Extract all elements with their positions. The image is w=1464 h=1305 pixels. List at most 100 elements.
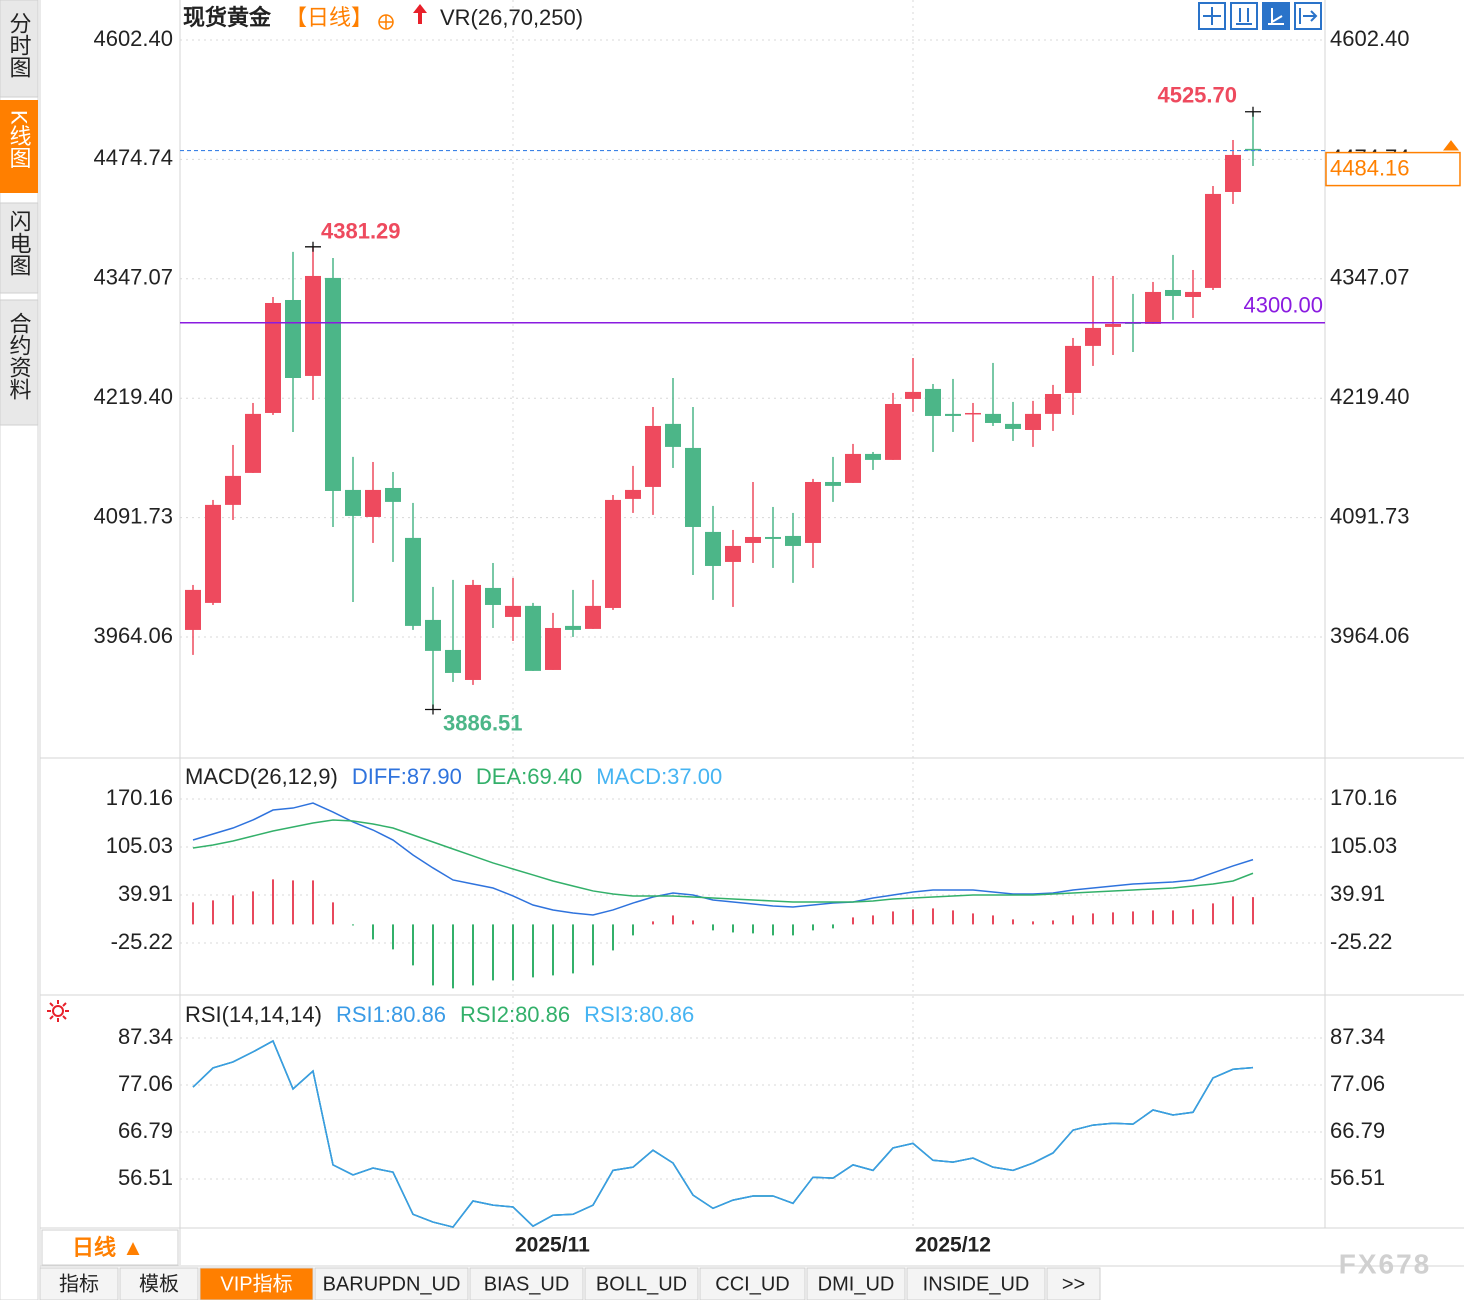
- macd-bar: [272, 879, 274, 925]
- toolbar-icons: [47, 2, 1460, 1022]
- last-price-label: 4484.16: [1330, 155, 1410, 180]
- tab-label[interactable]: 合约资料: [7, 312, 32, 400]
- candle-body: [285, 299, 301, 378]
- tab[interactable]: [0, 299, 39, 426]
- period-button[interactable]: [41, 1229, 179, 1266]
- panel-legend: RSI(14,14,14): [185, 1002, 322, 1027]
- footer-tab-label[interactable]: VIP指标: [220, 1272, 292, 1295]
- tool-icon[interactable]: [1230, 2, 1258, 30]
- macd-bar: [992, 915, 994, 925]
- candle-body: [825, 481, 841, 486]
- macd-bar: [472, 924, 474, 986]
- footer-tab-label[interactable]: BARUPDN_UD: [323, 1273, 461, 1295]
- candle-body: [945, 413, 961, 416]
- macd-bar: [932, 908, 934, 925]
- footer-tab[interactable]: [199, 1267, 314, 1301]
- macd-bar: [312, 880, 314, 925]
- footer-tab[interactable]: [906, 1267, 1046, 1301]
- candle-body: [665, 423, 681, 447]
- footer-tab-label[interactable]: BOLL_UD: [596, 1273, 687, 1295]
- macd-bar: [1192, 909, 1194, 925]
- tab[interactable]: [0, 202, 39, 294]
- y-tick-label-right: 4602.40: [1330, 26, 1410, 51]
- macd-bar: [812, 924, 814, 931]
- tool-icon[interactable]: [1262, 2, 1290, 30]
- x-tick-label: 2025/11: [515, 1234, 590, 1257]
- tab-active[interactable]: [0, 100, 38, 193]
- y-tick-label-right: 4091.73: [1330, 503, 1410, 528]
- macd-bar: [1152, 910, 1154, 925]
- macd-bar: [572, 924, 574, 974]
- candle-body: [1245, 148, 1261, 151]
- macd-bar: [1012, 919, 1014, 925]
- y-tick-label: 3964.06: [93, 623, 173, 648]
- settings-icon-cross: [379, 15, 393, 29]
- candle-body: [765, 536, 781, 539]
- y-tick-label-right: -25.22: [1330, 929, 1392, 954]
- footer-tab-label[interactable]: >>: [1062, 1273, 1085, 1295]
- indicator-line: [192, 1039, 1254, 1228]
- macd-bar: [1072, 915, 1074, 925]
- footer-tab-label[interactable]: BIAS_UD: [484, 1273, 570, 1295]
- macd-bar: [532, 924, 534, 978]
- horizontal-line-label: 4300.00: [1243, 293, 1323, 318]
- footer-tab-label[interactable]: DMI_UD: [818, 1273, 895, 1295]
- macd-bar: [652, 921, 654, 925]
- footer-tab[interactable]: [584, 1267, 699, 1301]
- footer-tab-label[interactable]: 指标: [59, 1272, 99, 1295]
- rsi-icon-core: [52, 1005, 64, 1017]
- footer-tab[interactable]: [119, 1267, 199, 1301]
- period-label[interactable]: 日线 ▲: [72, 1235, 144, 1260]
- macd-bar: [412, 924, 414, 966]
- candle-body: [705, 531, 721, 566]
- macd-bar: [752, 924, 754, 934]
- footer-tab[interactable]: [314, 1267, 469, 1301]
- tab-label[interactable]: 闪电图: [7, 210, 32, 276]
- tab-label[interactable]: K线图: [7, 110, 32, 169]
- extreme-marker: [1245, 106, 1261, 117]
- footer-tab[interactable]: [806, 1267, 906, 1301]
- footer-tab[interactable]: [469, 1267, 584, 1301]
- macd-bar: [452, 924, 454, 989]
- y-tick-label-right: 170.16: [1330, 785, 1397, 810]
- candle-body: [925, 388, 941, 416]
- macd-bar: [1052, 920, 1054, 925]
- macd-bar: [672, 915, 674, 925]
- panel-legend: MACD(26,12,9): [185, 764, 338, 789]
- footer-tab-label[interactable]: 模板: [139, 1272, 179, 1295]
- macd-bar: [552, 924, 554, 976]
- candle-body: [485, 587, 501, 605]
- macd-line: [192, 819, 1254, 903]
- y-tick-label-right: 4347.07: [1330, 265, 1410, 290]
- panel-legend: MACD:37.00: [596, 764, 722, 789]
- candle-body: [365, 489, 381, 517]
- footer-tab-label[interactable]: CCI_UD: [715, 1273, 789, 1295]
- footer-tab[interactable]: [1046, 1267, 1101, 1301]
- y-tick-label-right: 4219.40: [1330, 384, 1410, 409]
- candle-body: [1085, 327, 1101, 346]
- candle-body: [1045, 393, 1061, 414]
- footer-tab-label[interactable]: INSIDE_UD: [923, 1273, 1030, 1295]
- y-tick-label: 39.91: [118, 881, 173, 906]
- candle-body: [405, 537, 421, 626]
- extreme-label: 4525.70: [1157, 83, 1237, 108]
- candle-body: [465, 584, 481, 680]
- tab-label[interactable]: 分时图: [7, 12, 32, 78]
- last-price-box: [1325, 151, 1461, 187]
- rsi-icon-rays: [47, 1000, 69, 1022]
- macd-bar: [1112, 912, 1114, 925]
- y-tick-label: 4347.07: [93, 265, 173, 290]
- y-tick-label: 77.06: [118, 1071, 173, 1096]
- y-tick-label: 4091.73: [93, 503, 173, 528]
- footer-tab[interactable]: [699, 1267, 806, 1301]
- candle-body: [245, 413, 261, 473]
- candle-body: [205, 504, 221, 603]
- candle-body: [645, 425, 661, 487]
- macd-bar: [212, 900, 214, 925]
- candle-body: [385, 487, 401, 502]
- indicator-arrow: [413, 4, 427, 24]
- tab[interactable]: [0, 0, 39, 98]
- sidebar: 分时图 K线图 闪电图 合约资料: [0, 0, 39, 1301]
- macd-bar: [372, 924, 374, 940]
- candle-body: [785, 535, 801, 546]
